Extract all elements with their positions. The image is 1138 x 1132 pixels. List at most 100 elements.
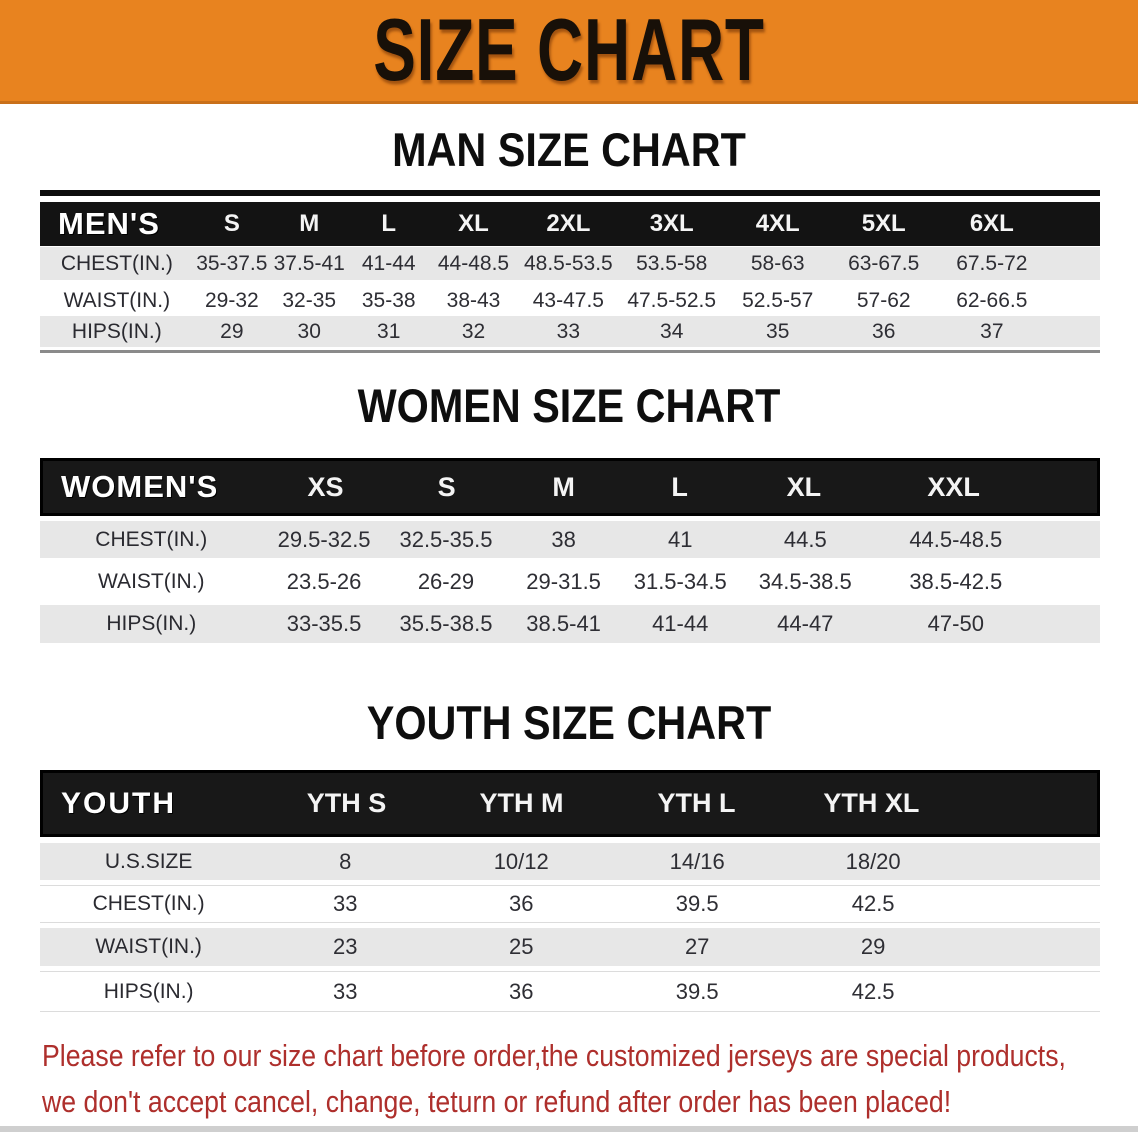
- row-label: WAIST(IN.): [95, 935, 202, 958]
- row-label: HIPS(IN.): [103, 979, 194, 1003]
- cell: 39.5: [675, 978, 719, 1004]
- youth-size-col: YTH XL: [823, 788, 920, 818]
- cell: 58-63: [750, 251, 805, 275]
- youth-size-col: YTH M: [479, 788, 564, 818]
- men-size-col: 5XL: [861, 210, 906, 237]
- women-size-col: XXL: [927, 471, 980, 502]
- cell: 36: [508, 978, 534, 1004]
- cell: 38: [551, 526, 576, 552]
- page-title: SIZE CHART: [373, 0, 765, 100]
- cell: 36: [508, 891, 534, 916]
- cell: 32: [461, 319, 486, 343]
- cell: 8: [339, 848, 352, 874]
- cell: 37.5-41: [273, 251, 345, 275]
- cell: 41: [667, 526, 693, 552]
- cell: 47.5-52.5: [627, 288, 717, 312]
- women-size-col: S: [437, 471, 456, 502]
- cell: 27: [684, 934, 710, 959]
- cell: 42.5: [851, 891, 895, 916]
- men-section-heading: MAN SIZE CHART: [392, 123, 746, 176]
- men-table-bottom-rule: [40, 350, 1100, 353]
- row-label: WAIST(IN.): [98, 569, 205, 593]
- women-waist-row: WAIST(IN.) 23.5-26 26-29 29-31.5 31.5-34…: [40, 563, 1100, 600]
- cell: 52.5-57: [742, 288, 814, 312]
- row-label: U.S.SIZE: [104, 849, 193, 873]
- cell: 29.5-32.5: [277, 526, 371, 552]
- cell: 34.5-38.5: [758, 568, 852, 594]
- cell: 30: [297, 319, 321, 343]
- cell: 67.5-72: [956, 251, 1028, 275]
- youth-table-header: YOUTH YTH S YTH M YTH L YTH XL: [40, 770, 1100, 837]
- row-label: WAIST(IN.): [63, 288, 171, 312]
- women-size-col: L: [671, 471, 688, 502]
- youth-chest-row: CHEST(IN.) 33 36 39.5 42.5: [40, 885, 1100, 923]
- cell: 48.5-53.5: [523, 251, 613, 275]
- men-waist-row: WAIST(IN.) 29-32 32-35 35-38 38-43 43-47…: [40, 284, 1100, 317]
- youth-section-heading: YOUTH SIZE CHART: [366, 696, 772, 749]
- cell: 29: [860, 934, 886, 959]
- men-size-col: L: [381, 210, 397, 237]
- cell: 44-48.5: [437, 251, 510, 275]
- bottom-divider: [0, 1126, 1138, 1132]
- women-group-label: WOMEN'S: [61, 469, 219, 504]
- cell: 38.5-42.5: [909, 568, 1003, 594]
- men-group-label: MEN'S: [58, 206, 160, 241]
- cell: 34: [660, 319, 684, 343]
- cell: 33: [556, 319, 581, 343]
- men-size-col: 2XL: [546, 210, 591, 237]
- youth-size-col: YTH S: [306, 788, 387, 818]
- cell: 39.5: [675, 891, 719, 916]
- men-table-header: MEN'S S M L XL 2XL 3XL 4XL 5XL 6XL: [40, 202, 1100, 246]
- row-label: HIPS(IN.): [71, 319, 162, 343]
- disclaimer-line-2: we don't accept cancel, change, teturn o…: [42, 1084, 952, 1119]
- women-size-col: XL: [786, 471, 822, 502]
- men-size-col: M: [299, 210, 320, 237]
- women-hips-row: HIPS(IN.) 33-35.5 35.5-38.5 38.5-41 41-4…: [40, 605, 1100, 643]
- youth-size-col: YTH L: [657, 788, 736, 818]
- cell: 43-47.5: [532, 288, 604, 312]
- cell: 23: [333, 934, 358, 959]
- cell: 31.5-34.5: [633, 568, 727, 594]
- cell: 38.5-41: [526, 611, 601, 636]
- cell: 44.5: [783, 526, 827, 552]
- row-label: CHEST(IN.): [92, 892, 205, 915]
- men-chest-row: CHEST(IN.) 35-37.5 37.5-41 41-44 44-48.5…: [40, 247, 1100, 280]
- cell: 23.5-26: [286, 568, 362, 594]
- women-table-header: WOMEN'S XS S M L XL XXL: [40, 458, 1100, 516]
- cell: 36: [872, 319, 896, 343]
- women-size-col: M: [552, 471, 575, 502]
- cell: 41-44: [652, 611, 709, 636]
- women-section-heading: WOMEN SIZE CHART: [357, 379, 781, 432]
- men-size-col: XL: [458, 210, 489, 237]
- cell: 33: [333, 891, 358, 916]
- cell: 29-32: [204, 288, 259, 312]
- cell: 57-62: [856, 288, 911, 312]
- cell: 31: [377, 319, 401, 343]
- cell: 14/16: [669, 848, 725, 874]
- cell: 10/12: [493, 848, 549, 874]
- women-size-col: XS: [307, 471, 344, 502]
- cell: 26-29: [417, 568, 475, 594]
- row-label: CHEST(IN.): [60, 251, 173, 275]
- cell: 37: [980, 319, 1004, 343]
- men-size-col: 4XL: [755, 210, 800, 237]
- cell: 47-50: [927, 611, 984, 636]
- youth-ussize-row: U.S.SIZE 8 10/12 14/16 18/20: [40, 843, 1100, 880]
- cell: 33-35.5: [286, 611, 362, 636]
- row-label: HIPS(IN.): [106, 612, 197, 635]
- row-label: CHEST(IN.): [95, 527, 208, 551]
- cell: 44.5-48.5: [909, 526, 1003, 552]
- cell: 29-31.5: [526, 568, 601, 594]
- cell: 35-37.5: [196, 251, 268, 275]
- cell: 32-35: [282, 288, 337, 312]
- women-chest-row: CHEST(IN.) 29.5-32.5 32.5-35.5 38 41 44.…: [40, 521, 1100, 558]
- cell: 44-47: [777, 611, 834, 636]
- cell: 41-44: [361, 251, 416, 275]
- cell: 25: [508, 934, 534, 959]
- cell: 33: [333, 978, 358, 1004]
- cell: 38-43: [446, 288, 501, 312]
- cell: 35: [766, 319, 790, 343]
- cell: 32.5-35.5: [399, 526, 493, 552]
- youth-waist-row: WAIST(IN.) 23 25 27 29: [40, 928, 1100, 966]
